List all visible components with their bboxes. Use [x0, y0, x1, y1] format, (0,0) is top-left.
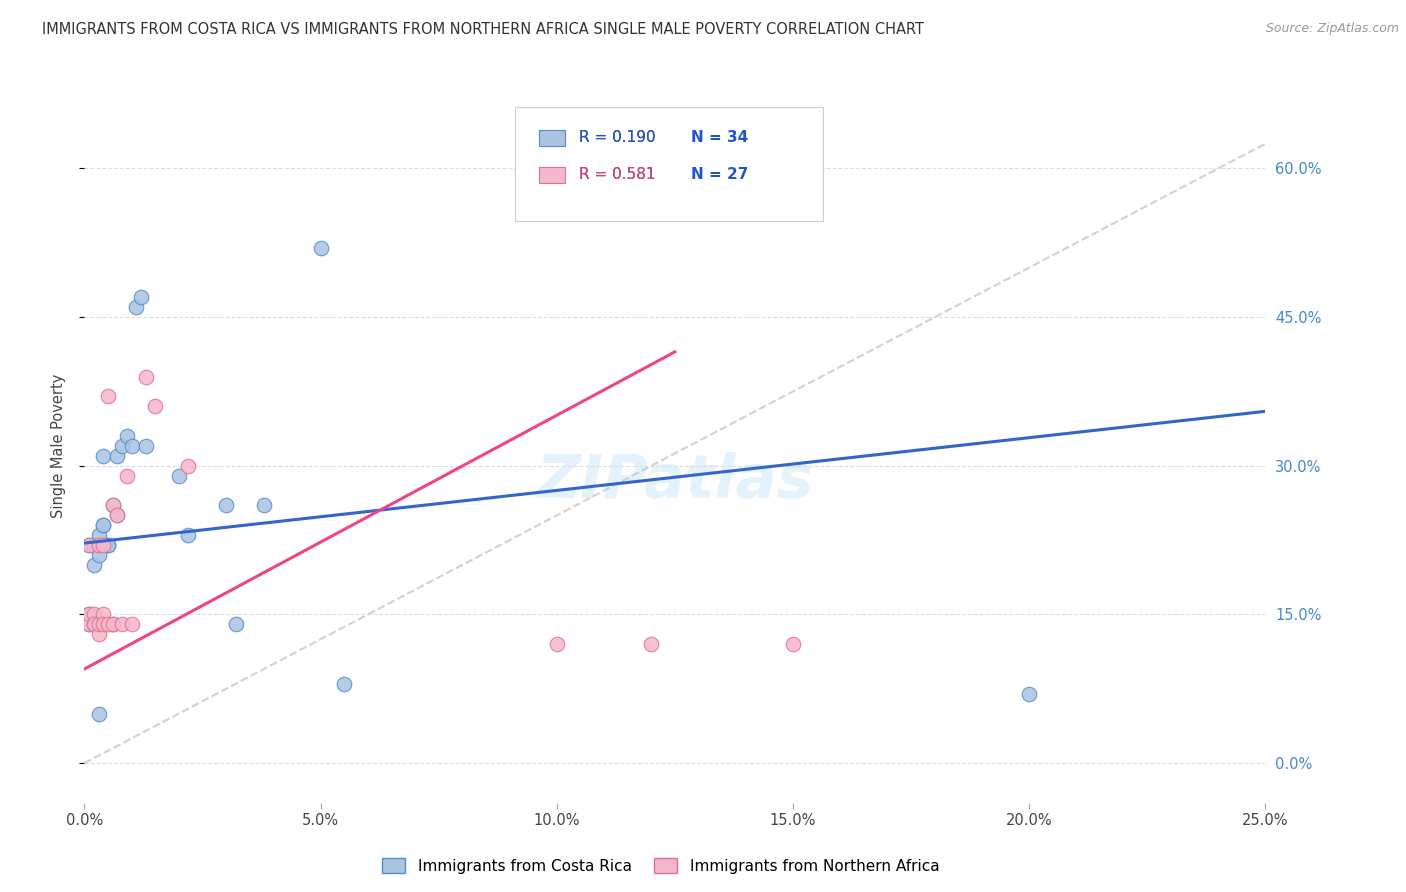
- Point: [83, 617, 105, 632]
- Point: [91, 518, 114, 533]
- Point: [83, 607, 105, 622]
- Text: R = 0.190: R = 0.190: [579, 130, 655, 145]
- Point: [97, 538, 120, 552]
- Point: [77, 607, 100, 622]
- Point: [83, 538, 105, 552]
- Point: [135, 439, 157, 453]
- Point: [91, 518, 114, 533]
- Point: [91, 617, 114, 632]
- Point: [87, 617, 110, 632]
- Point: [215, 499, 238, 513]
- Point: [333, 677, 356, 691]
- Point: [87, 538, 110, 552]
- Point: [177, 528, 200, 542]
- Point: [225, 617, 247, 632]
- Point: [129, 290, 152, 304]
- FancyBboxPatch shape: [516, 107, 823, 221]
- Text: N = 34: N = 34: [692, 130, 748, 145]
- Legend: Immigrants from Costa Rica, Immigrants from Northern Africa: Immigrants from Costa Rica, Immigrants f…: [377, 852, 945, 880]
- Point: [83, 558, 105, 572]
- Point: [91, 607, 114, 622]
- Point: [107, 508, 129, 523]
- Point: [97, 617, 120, 632]
- Point: [97, 538, 120, 552]
- Point: [177, 458, 200, 473]
- Point: [782, 637, 804, 651]
- Point: [101, 617, 124, 632]
- Point: [87, 706, 110, 721]
- Point: [91, 538, 114, 552]
- Point: [83, 617, 105, 632]
- Y-axis label: Single Male Poverty: Single Male Poverty: [51, 374, 66, 518]
- Point: [253, 499, 276, 513]
- Point: [111, 439, 134, 453]
- Point: [83, 617, 105, 632]
- FancyBboxPatch shape: [538, 130, 565, 145]
- Point: [87, 627, 110, 641]
- Point: [83, 617, 105, 632]
- Point: [77, 538, 100, 552]
- Text: R = 0.581: R = 0.581: [579, 168, 655, 182]
- FancyBboxPatch shape: [538, 167, 565, 183]
- Text: ZIPatlas: ZIPatlas: [536, 452, 814, 511]
- Point: [167, 468, 190, 483]
- Point: [101, 617, 124, 632]
- Text: R = 0.190: R = 0.190: [579, 130, 655, 145]
- Point: [107, 508, 129, 523]
- Point: [91, 449, 114, 463]
- Text: Source: ZipAtlas.com: Source: ZipAtlas.com: [1265, 22, 1399, 36]
- Point: [101, 499, 124, 513]
- Text: IMMIGRANTS FROM COSTA RICA VS IMMIGRANTS FROM NORTHERN AFRICA SINGLE MALE POVERT: IMMIGRANTS FROM COSTA RICA VS IMMIGRANTS…: [42, 22, 924, 37]
- Point: [77, 617, 100, 632]
- Point: [640, 637, 662, 651]
- Point: [97, 389, 120, 403]
- Point: [101, 499, 124, 513]
- Point: [87, 548, 110, 562]
- Point: [87, 617, 110, 632]
- Point: [77, 607, 100, 622]
- Point: [87, 528, 110, 542]
- Point: [77, 538, 100, 552]
- Point: [115, 468, 138, 483]
- Point: [115, 429, 138, 443]
- Text: R = 0.581: R = 0.581: [579, 168, 655, 182]
- Point: [111, 617, 134, 632]
- Text: N = 27: N = 27: [692, 168, 749, 182]
- Point: [143, 400, 166, 414]
- Point: [121, 439, 143, 453]
- Point: [309, 241, 332, 255]
- Point: [125, 300, 148, 314]
- Point: [1018, 687, 1040, 701]
- Point: [546, 637, 568, 651]
- Point: [107, 449, 129, 463]
- Point: [121, 617, 143, 632]
- Point: [77, 617, 100, 632]
- Point: [135, 369, 157, 384]
